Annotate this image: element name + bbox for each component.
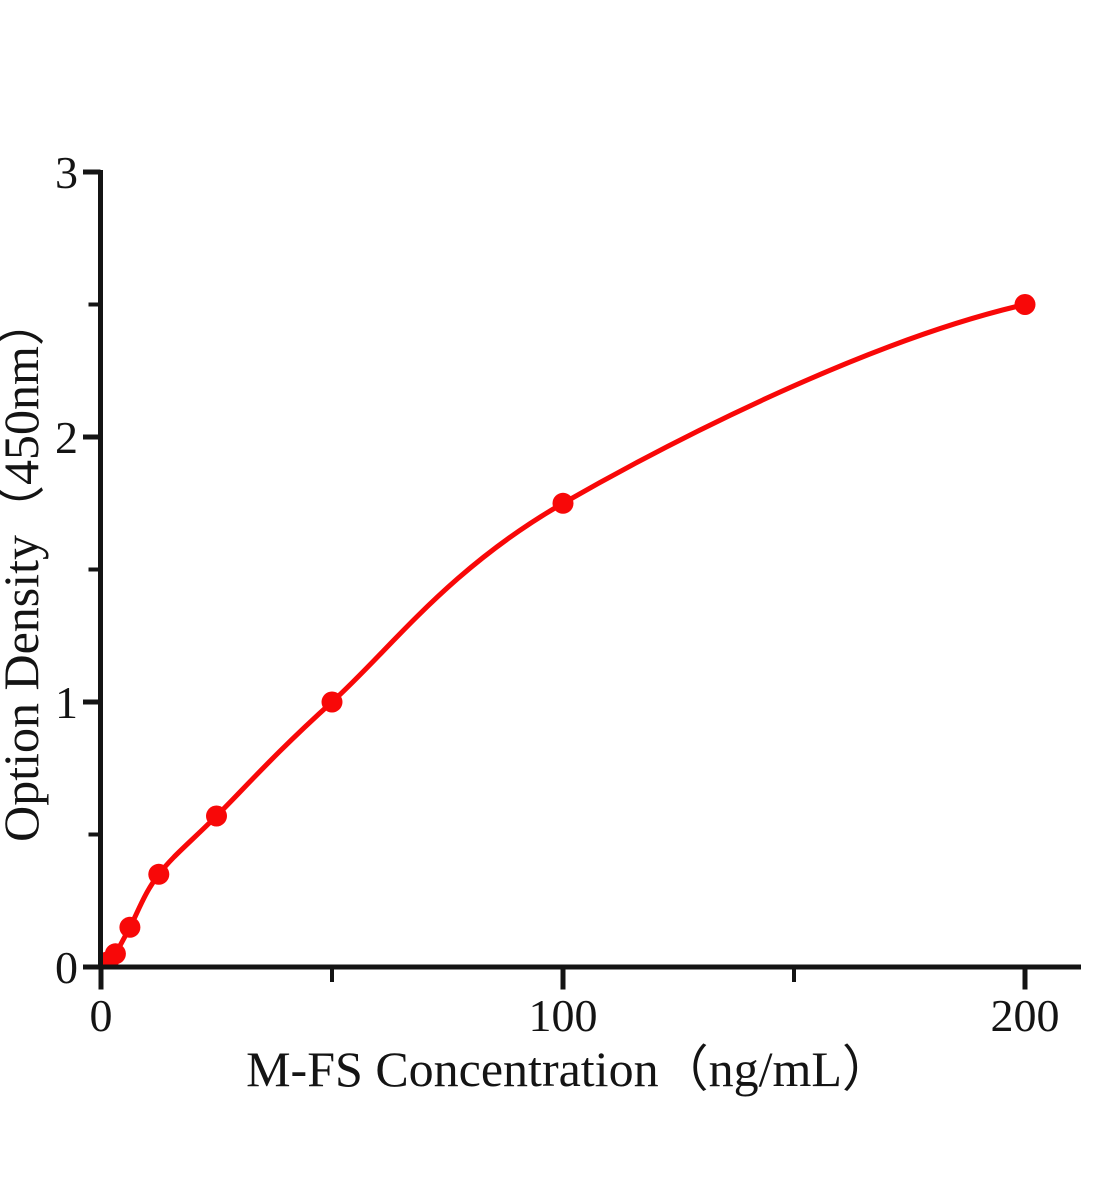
axes-layer bbox=[83, 169, 1081, 990]
data-point-dot bbox=[321, 691, 343, 713]
data-point-dot bbox=[552, 492, 574, 514]
x-axis-title: M-FS Concentration（ng/mL） bbox=[246, 1041, 892, 1097]
data-point-dot bbox=[119, 916, 141, 938]
x-tick-label: 0 bbox=[90, 990, 113, 1041]
x-tick-label: 100 bbox=[529, 990, 598, 1041]
y-axis-title: Option Density（450nm） bbox=[0, 296, 49, 842]
data-point-dot bbox=[104, 943, 126, 965]
y-tick-label: 1 bbox=[55, 677, 78, 728]
standard-curve-layer bbox=[102, 294, 1036, 965]
data-point-dot bbox=[1014, 294, 1036, 315]
tick-labels-layer: 0 1 2 3 0 100 200 bbox=[55, 147, 1060, 1041]
standard-curve-line bbox=[102, 302, 1028, 965]
data-point-dot bbox=[206, 805, 227, 827]
data-point-dot bbox=[148, 863, 170, 885]
y-tick-label: 0 bbox=[55, 942, 78, 993]
y-tick-label: 2 bbox=[55, 412, 78, 463]
y-tick-label: 3 bbox=[55, 147, 78, 198]
x-tick-label: 200 bbox=[991, 990, 1060, 1041]
